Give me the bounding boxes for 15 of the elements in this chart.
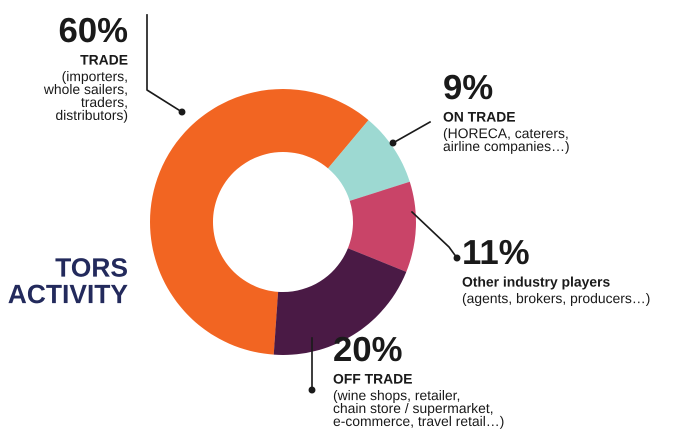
text: (wine shops, retailer, chain store / supermarket, e-commerce, travel retail…) — [334, 390, 504, 429]
slice-label: TRADE — [80, 55, 128, 65]
data-label: 20% — [334, 336, 402, 362]
donut-slice — [328, 120, 410, 201]
text: (agents, brokers, producers…) — [462, 293, 650, 306]
data-label: 9% — [444, 74, 492, 100]
donut-slice — [348, 182, 416, 272]
slice-label: OFF TRADE — [334, 374, 412, 384]
text: (HORECA, caterers, airline companies…) — [444, 128, 569, 154]
slice-label: ON TRADE — [444, 112, 515, 122]
data-label: 60% — [60, 18, 128, 42]
data-label: 11% — [464, 240, 529, 264]
text: TORS ACTIVITY — [8, 258, 128, 304]
text: (importers, whole sailers, traders, distributors) — [44, 71, 128, 123]
slice-label: Other industry players — [462, 276, 610, 290]
